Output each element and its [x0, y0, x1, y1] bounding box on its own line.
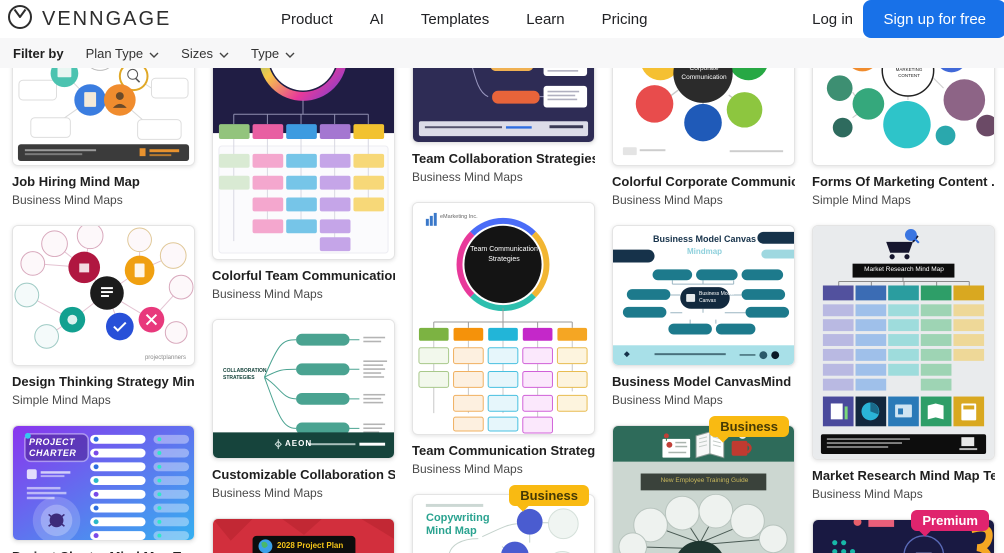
template-title[interactable]: Design Thinking Strategy Min...: [12, 374, 195, 389]
nav-item-product[interactable]: Product: [281, 10, 333, 28]
thumbnail-team-comm[interactable]: eMarketing Inc. Team Communication Strat…: [412, 202, 595, 435]
art-center-label: Corporate Communication: [681, 68, 727, 81]
art-title: Market Research Mind Map: [864, 266, 944, 273]
template-card-customizable-collab[interactable]: COLLABORATION STRATEGIES AEON Customizab…: [212, 319, 395, 500]
signup-button[interactable]: Sign up for free: [863, 0, 1004, 38]
thumbnail-forms-marketing[interactable]: POPULAR FORMS OF MARKETING CONTENT: [812, 68, 995, 166]
template-title[interactable]: Forms Of Marketing Content ...: [812, 174, 995, 189]
thumbnail-project-charter[interactable]: PROJECT CHARTER: [12, 425, 195, 541]
template-title[interactable]: Team Collaboration Strategies...: [412, 151, 595, 166]
art-subtitle: Mindmap: [686, 247, 723, 256]
art-brand: eMarketing Inc.: [440, 214, 478, 220]
template-title[interactable]: Team Communication Strategi...: [412, 443, 595, 458]
art-brand: AEON: [285, 439, 313, 448]
template-card-business-model[interactable]: Business Model Canvas Mindmap Business M…: [612, 225, 795, 407]
venngage-logo[interactable]: VENNGAGE: [7, 4, 171, 35]
business-badge: Business: [709, 416, 789, 437]
template-category[interactable]: Business Mind Maps: [212, 486, 323, 500]
filter-bar: Filter by Plan Type Sizes Type: [0, 38, 1004, 68]
template-card-project-plan-2028[interactable]: 2028 Project Plan: [212, 518, 395, 553]
chevron-down-icon: [219, 46, 229, 61]
venngage-logo-icon: [7, 4, 33, 35]
art-credit: projectplanners: [144, 355, 186, 361]
thumbnail-corporate-comm[interactable]: Corporate Communication: [612, 68, 795, 166]
template-card-new-employee[interactable]: Business: [612, 416, 795, 553]
art-title: Business Model Canvas: [652, 234, 757, 244]
template-category[interactable]: Business Mind Maps: [812, 487, 923, 501]
nav-item-ai[interactable]: AI: [369, 10, 384, 28]
login-link[interactable]: Log in: [812, 10, 853, 28]
template-category[interactable]: Business Mind Maps: [612, 393, 723, 407]
template-title[interactable]: Colorful Team Communication...: [212, 268, 395, 283]
type-dropdown[interactable]: Type: [251, 46, 295, 61]
template-category[interactable]: Business Mind Maps: [412, 170, 523, 184]
template-category[interactable]: Business Mind Maps: [12, 193, 123, 207]
grid-column-2: Colorful Team Communication... Business …: [212, 68, 395, 553]
template-category[interactable]: Simple Mind Maps: [812, 193, 911, 207]
brand-name: VENNGAGE: [42, 8, 172, 30]
plan-type-dropdown[interactable]: Plan Type: [86, 46, 160, 61]
art-label: COLLABORATION STRATEGIES: [223, 368, 267, 381]
template-card-premium-dark[interactable]: Premium: [812, 510, 995, 553]
art-title: 2028 Project Plan: [277, 541, 344, 550]
template-title[interactable]: Business Model CanvasMind ...: [612, 374, 795, 389]
grid-column-4: Corporate Communication Colorful Corpora…: [612, 68, 795, 553]
thumbnail-customizable-collab[interactable]: COLLABORATION STRATEGIES AEON: [212, 319, 395, 459]
art-title: Copywriting Mind Map: [426, 512, 490, 537]
sizes-label: Sizes: [181, 45, 213, 61]
template-card-design-thinking[interactable]: projectplanners Design Thinking Strategy…: [12, 225, 195, 407]
chevron-down-icon: [285, 46, 295, 61]
thumbnail-design-thinking[interactable]: projectplanners: [12, 225, 195, 366]
nav-item-pricing[interactable]: Pricing: [601, 10, 648, 28]
thumbnail-copywriting[interactable]: Copywriting Mind Map: [412, 494, 595, 553]
grid-column-5: POPULAR FORMS OF MARKETING CONTENT Forms…: [812, 68, 995, 553]
grid-column-1: Job Hiring Mind Map Business Mind Maps: [12, 68, 195, 553]
template-card-job-hiring[interactable]: Job Hiring Mind Map Business Mind Maps: [12, 68, 195, 207]
template-card-team-collab[interactable]: Team Collaboration Strategies... Busines…: [412, 68, 595, 184]
thumbnail-colorful-team[interactable]: [212, 68, 395, 260]
template-title[interactable]: Market Research Mind Map Te...: [812, 468, 995, 483]
template-card-team-comm[interactable]: eMarketing Inc. Team Communication Strat…: [412, 202, 595, 476]
art-center-label: Business Model Canvas: [699, 291, 735, 304]
type-label: Type: [250, 45, 280, 61]
template-card-corporate-comm[interactable]: Corporate Communication Colorful Corpora…: [612, 68, 795, 207]
template-card-forms-marketing[interactable]: POPULAR FORMS OF MARKETING CONTENT Forms…: [812, 68, 995, 207]
thumbnail-team-collab[interactable]: [412, 68, 595, 143]
template-card-copywriting[interactable]: Business Copywriting Mind Map: [412, 485, 595, 553]
thumbnail-business-model[interactable]: Business Model Canvas Mindmap Business M…: [612, 225, 795, 366]
thumbnail-market-research[interactable]: Market Research Mind Map: [812, 225, 995, 460]
template-title[interactable]: Colorful Corporate Communic...: [612, 174, 795, 189]
template-title[interactable]: Project Charter Mind Map Te...: [12, 549, 195, 553]
main-nav: Product AI Templates Learn Pricing: [281, 0, 648, 38]
template-title[interactable]: Job Hiring Mind Map: [12, 174, 140, 189]
template-category[interactable]: Simple Mind Maps: [12, 393, 111, 407]
template-card-market-research[interactable]: Market Research Mind Map Market Research…: [812, 225, 995, 501]
template-title[interactable]: Customizable Collaboration St...: [212, 467, 395, 482]
thumbnail-new-employee[interactable]: New Employee Training Guide: [612, 425, 795, 553]
sizes-dropdown[interactable]: Sizes: [181, 46, 229, 61]
template-card-colorful-team[interactable]: Colorful Team Communication... Business …: [212, 68, 395, 301]
template-category[interactable]: Business Mind Maps: [412, 462, 523, 476]
chevron-down-icon: [149, 46, 159, 61]
top-navbar: VENNGAGE Product AI Templates Learn Pric…: [0, 0, 1004, 38]
premium-badge: Premium: [911, 510, 989, 531]
business-badge: Business: [509, 485, 589, 506]
art-center-label: POPULAR FORMS OF MARKETING CONTENT: [895, 68, 923, 78]
plan-type-label: Plan Type: [85, 45, 144, 61]
filter-by-label: Filter by: [13, 45, 64, 61]
template-category[interactable]: Business Mind Maps: [612, 193, 723, 207]
template-grid: Job Hiring Mind Map Business Mind Maps: [0, 68, 1004, 553]
thumbnail-premium-dark[interactable]: [812, 519, 995, 553]
nav-item-templates[interactable]: Templates: [420, 10, 490, 28]
thumbnail-project-plan-2028[interactable]: 2028 Project Plan: [212, 518, 395, 553]
art-title: New Employee Training Guide: [660, 477, 749, 484]
art-title: PROJECT CHARTER: [29, 437, 77, 458]
thumbnail-job-hiring[interactable]: [12, 68, 195, 166]
template-category[interactable]: Business Mind Maps: [212, 287, 323, 301]
template-card-project-charter[interactable]: PROJECT CHARTER Project Charter Mind Map…: [12, 425, 195, 553]
nav-item-learn[interactable]: Learn: [526, 10, 565, 28]
art-center-label: Team Communication Strategies: [470, 246, 538, 263]
grid-column-3: Team Collaboration Strategies... Busines…: [412, 68, 595, 553]
